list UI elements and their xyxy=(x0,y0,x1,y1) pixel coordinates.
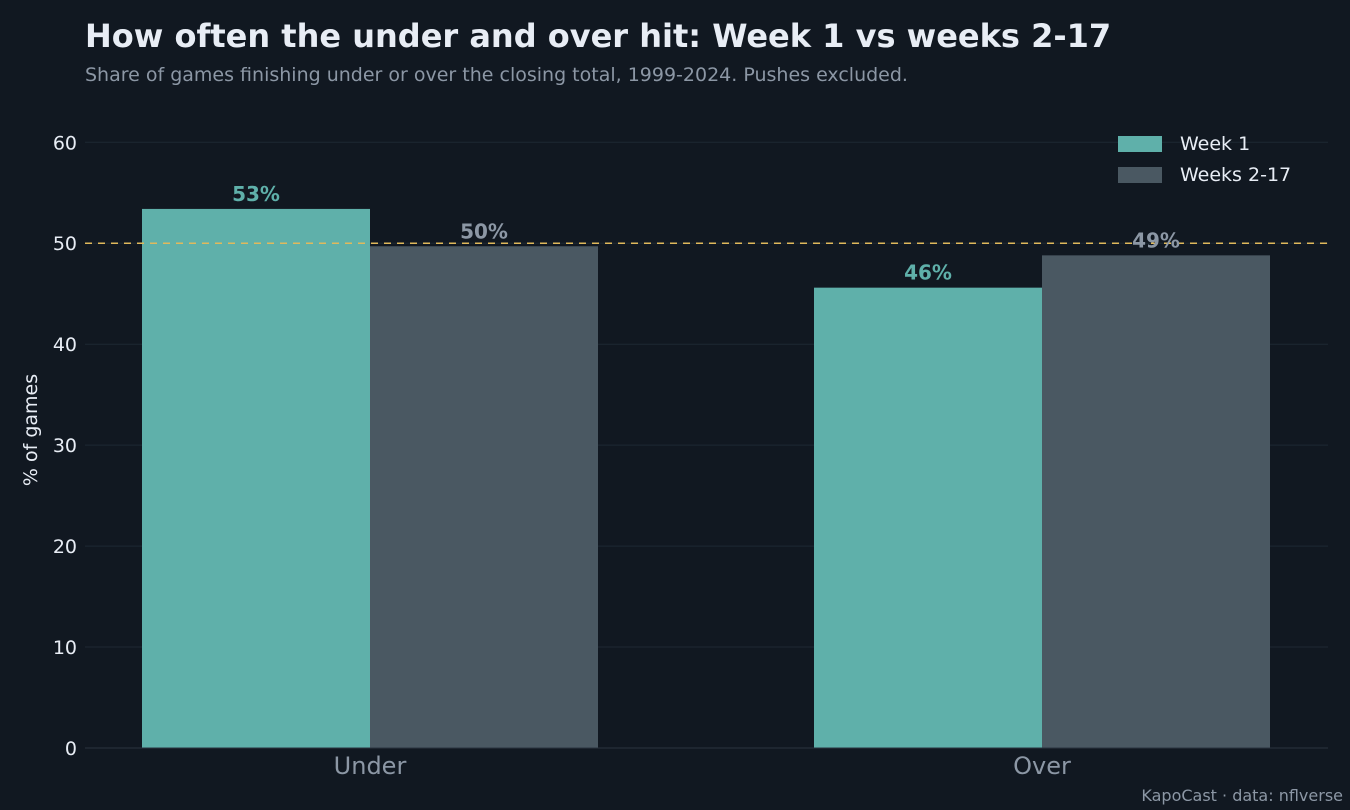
chart-title: How often the under and over hit: Week 1… xyxy=(85,17,1112,55)
bar-weeks-2-17-under xyxy=(370,246,598,748)
y-tick-label: 30 xyxy=(53,435,77,457)
legend-swatch-week-1 xyxy=(1118,135,1162,152)
y-tick-label: 20 xyxy=(53,536,77,558)
y-tick-label: 60 xyxy=(53,132,77,154)
legend-item-weeks-2-17: Weeks 2-17 xyxy=(1118,159,1291,190)
data-label: 50% xyxy=(460,219,508,243)
bar-week-1-under xyxy=(142,208,370,748)
legend-label-weeks-2-17: Weeks 2-17 xyxy=(1180,163,1292,186)
legend-item-week-1: Week 1 xyxy=(1118,128,1291,159)
y-tick-label: 40 xyxy=(53,334,77,356)
data-label: 53% xyxy=(232,182,280,206)
x-tick-label: Over xyxy=(1013,752,1071,780)
legend-swatch-weeks-2-17 xyxy=(1118,166,1162,183)
y-tick-label: 50 xyxy=(53,233,77,255)
legend: Week 1 Weeks 2-17 xyxy=(1118,128,1291,190)
bar-weeks-2-17-over xyxy=(1042,255,1270,748)
data-label: 46% xyxy=(904,261,952,285)
x-tick-label: Under xyxy=(334,752,407,780)
chart-subtitle: Share of games finishing under or over t… xyxy=(85,64,908,86)
bar-week-1-over xyxy=(814,287,1042,748)
data-label: 49% xyxy=(1132,228,1180,252)
y-tick-label: 0 xyxy=(65,738,77,760)
legend-label-week-1: Week 1 xyxy=(1180,132,1251,155)
credit-text: KapoCast · data: nflverse xyxy=(1141,786,1343,805)
y-tick-label: 10 xyxy=(53,637,77,659)
